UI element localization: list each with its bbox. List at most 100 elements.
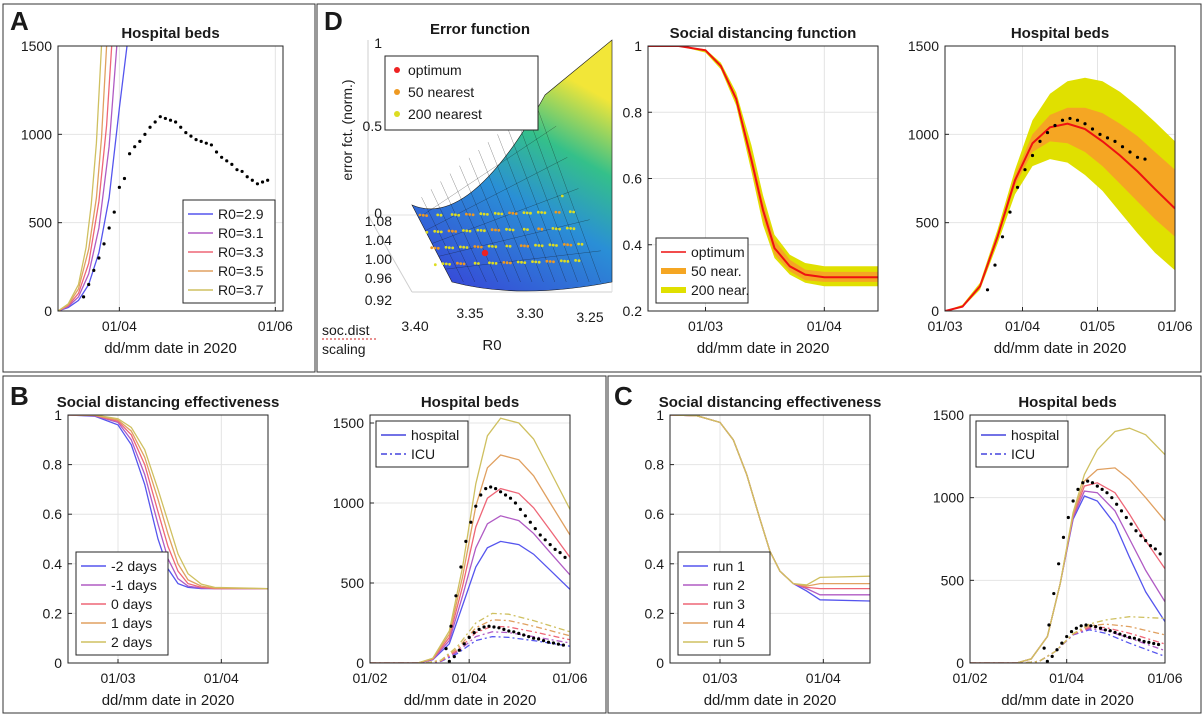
nearest-point-79 [439, 213, 443, 217]
legend-label-0: optimum [408, 62, 462, 78]
nearest-point-19 [462, 229, 465, 232]
nearest-point-87 [462, 262, 466, 266]
band-1 [945, 107, 1175, 311]
x-tick-label-0: 01/03 [688, 318, 723, 334]
series-line-2 [58, 46, 113, 311]
legend-label-3: run 4 [713, 615, 745, 631]
data-point-1-17 [1113, 139, 1117, 143]
data-point-5-21 [189, 134, 193, 138]
nearest-point-81 [557, 211, 561, 214]
nearest-point-45 [459, 262, 463, 265]
x-axis-label: dd/mm date in 2020 [704, 692, 837, 709]
x-tick-label-0: 01/04 [102, 318, 137, 334]
legend-box [375, 420, 469, 468]
series-line-9 [370, 612, 570, 663]
legend: hospital ICU [975, 420, 1069, 468]
legend: run 1 run 2 run 3 run 4 run 5 [677, 551, 771, 656]
nearest-point-39 [554, 210, 558, 214]
y-tick-label-1: 0.2 [43, 605, 63, 621]
x-tick-label-0: 01/02 [352, 670, 387, 686]
panel-letter-D: D [324, 6, 343, 36]
data-layer [945, 77, 1175, 311]
data-point-11-3 [462, 642, 466, 646]
data-point-1-5 [1023, 168, 1027, 172]
legend-label-3: R0=3.5 [218, 263, 264, 279]
data-layer [670, 415, 870, 602]
panel-frame-2 [2, 375, 607, 714]
legend-label-1: 50 nearest [408, 84, 474, 100]
data-point-11-12 [1103, 628, 1107, 632]
chart-D2: 01/03 01/04 0.2 0.4 0.6 0.8 1 Social distancing… [623, 25, 879, 357]
axes-box [944, 45, 1176, 312]
data-point-11-7 [482, 625, 486, 629]
y-tick-label-3: 1500 [908, 38, 939, 54]
data-point-10-12 [1100, 487, 1104, 491]
data-point-11-5 [1069, 629, 1074, 634]
nearest-point-95 [465, 246, 469, 249]
data-point-1-4 [1015, 185, 1020, 189]
legend: optimum 50 nearest 200 nearest [384, 55, 539, 131]
nearest-point-65 [551, 243, 555, 247]
data-point-11-6 [1074, 626, 1078, 630]
nearest-point-91 [529, 211, 532, 215]
panel-frame-0 [2, 3, 316, 373]
legend-label-1: 50 near. [691, 263, 742, 279]
axes-box [57, 45, 284, 312]
nearest-point-35 [488, 261, 491, 265]
x-axis-label: dd/mm date in 2020 [1001, 692, 1134, 709]
series-line-0 [945, 122, 1175, 311]
data-point-10-8 [1081, 481, 1085, 485]
nearest-point-57 [548, 260, 552, 263]
legend-label-0: -2 days [111, 558, 157, 574]
x-tick-label-1: 01/04 [1049, 670, 1084, 686]
nearest-point-60 [566, 243, 569, 247]
nearest-point-83 [526, 228, 529, 232]
surface-mesh-row-2 [425, 157, 568, 231]
data-point-1-11 [1068, 116, 1072, 121]
nearest-point-53 [462, 245, 466, 249]
data-point-10-17 [1124, 515, 1128, 520]
data-point-11-0 [1045, 659, 1049, 663]
data-point-10-5 [1066, 515, 1070, 520]
y-tick-label-0: 0 [356, 655, 364, 671]
axes-box [969, 414, 1166, 664]
nearest-point-82 [477, 262, 480, 265]
y-tick-label-1: 500 [916, 215, 940, 231]
y-tick-label-1: 0.2 [645, 605, 665, 621]
nearest-point-70 [537, 244, 541, 247]
data-point-11-19 [1137, 638, 1141, 642]
x-tick-label-0: 01/03 [702, 670, 737, 686]
nearest-point-33 [519, 244, 523, 248]
y-tick-label-2: 0.4 [43, 556, 63, 572]
z-tick-label-2: 1 [374, 35, 382, 51]
series-line-1 [58, 46, 118, 311]
data-point-5-8 [122, 176, 127, 181]
data-layer [648, 46, 878, 287]
data-point-11-15 [522, 633, 526, 637]
data-point-5-22 [194, 138, 198, 142]
data-point-11-2 [1055, 648, 1059, 652]
data-point-10-21 [548, 543, 552, 547]
data-point-10-18 [533, 527, 537, 531]
data-point-1-9 [1053, 123, 1057, 128]
data-point-10-11 [1095, 484, 1099, 488]
data-point-5-20 [184, 130, 188, 135]
nearest-point-80 [508, 244, 512, 248]
data-point-10-10 [1090, 481, 1095, 485]
x-tick-label-0: 01/03 [927, 318, 962, 334]
data-point-5-34 [255, 182, 260, 186]
y-tick-label-1: 0.96 [365, 270, 392, 286]
z-tick-label-0: 0 [374, 205, 382, 221]
nearest-point-55 [580, 242, 584, 246]
data-point-5-14 [153, 120, 157, 124]
data-point-1-12 [1075, 118, 1080, 122]
nearest-point-20 [531, 260, 534, 263]
nearest-point-118 [425, 230, 429, 234]
data-point-11-9 [1089, 624, 1093, 628]
x-tick-label-1: 01/04 [1005, 318, 1040, 334]
x-axis-label: dd/mm date in 2020 [404, 692, 537, 709]
nearest-point-86 [543, 211, 547, 215]
x-tick-label-0: 3.40 [401, 318, 428, 334]
data-point-11-14 [517, 631, 521, 636]
